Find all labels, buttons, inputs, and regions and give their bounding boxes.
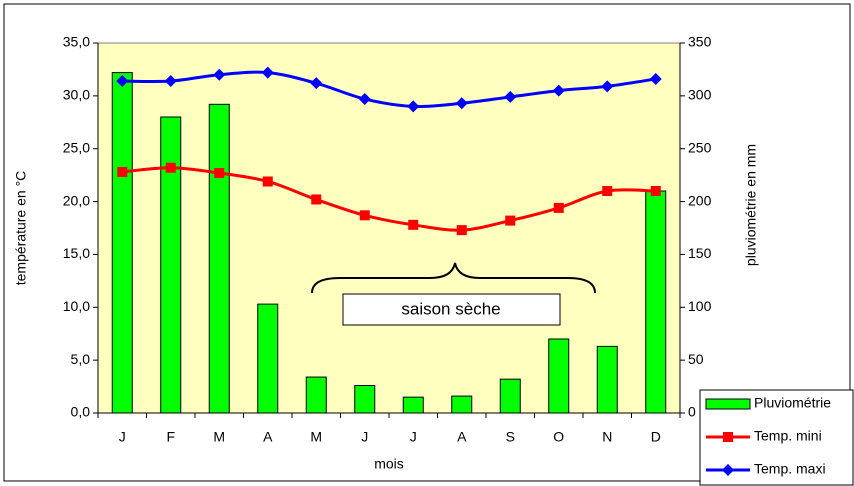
y-tick-label: 5,0 [71,351,91,367]
bar [111,72,133,414]
legend: Pluviométrie Temp. mini Temp. maxi [699,389,854,486]
line-marker [214,168,225,179]
annotation: saison sèche [401,299,500,318]
line-marker [117,166,128,177]
legend-swatch [705,398,751,410]
line-marker [504,90,517,103]
x-tick-label: J [361,429,368,445]
legend-label: Temp. maxi [754,461,826,477]
y2-tick-label: 150 [688,245,712,261]
line-marker [552,84,565,97]
y2-tick-label: 200 [688,192,712,208]
annotation-box [342,293,561,326]
line-marker [649,72,662,85]
line-marker [164,75,177,88]
y-axis-label: température en °C [13,171,29,286]
x-tick-label: S [506,429,515,445]
bar [499,378,521,414]
y2-tick-label: 50 [688,351,704,367]
x-tick-label: J [119,429,126,445]
x-tick-label: J [410,429,417,445]
brace [311,262,596,294]
line-marker [116,75,129,88]
bar [208,103,230,414]
x-tick-label: M [310,429,322,445]
line-marker [310,77,323,90]
y-tick-label: 15,0 [63,245,90,261]
x-tick-label: D [651,429,661,445]
y-tick-label: 20,0 [63,192,90,208]
legend-label: Temp. mini [754,428,822,444]
bar [402,396,424,414]
y2-tick-label: 0 [688,404,696,420]
bar [548,338,570,414]
line-marker [262,176,273,187]
line-marker [358,93,371,106]
x-tick-label: O [553,429,564,445]
x-axis-label: mois [374,456,404,472]
y2-tick-label: 250 [688,139,712,155]
line-marker [553,202,564,213]
legend-marker [722,464,734,476]
bar [305,376,327,414]
y-tick-label: 35,0 [63,34,90,50]
plot-area [97,42,681,414]
line-marker [359,210,370,221]
line-marker [601,80,614,93]
y-tick-label: 10,0 [63,298,90,314]
line-marker [650,186,661,196]
line-marker [602,186,613,196]
bar [451,395,473,414]
line-marker [165,162,176,173]
y-tick-label: 25,0 [63,139,90,155]
line-marker [455,97,468,110]
y-tick-label: 30,0 [63,87,90,103]
y-tick-label: 0,0 [71,404,91,420]
bar [257,303,279,414]
bar [645,190,667,414]
y2-tick-label: 350 [688,34,712,50]
line-marker [407,100,420,113]
y2-axis-label: pluviométrie en mm [743,144,759,266]
line-marker [505,215,516,226]
x-tick-label: A [457,429,467,445]
x-tick-label: F [166,429,175,445]
line-marker [311,194,322,205]
line-marker [213,68,226,81]
y2-tick-label: 300 [688,87,712,103]
line-marker [261,66,274,79]
legend-marker [723,432,733,442]
x-tick-label: M [213,429,225,445]
x-tick-label: N [602,429,612,445]
bar [596,345,618,414]
y2-tick-label: 100 [688,298,712,314]
bar [354,385,376,414]
line-marker [408,219,419,230]
legend-label: Pluviométrie [754,395,831,411]
bar [160,116,182,414]
x-tick-label: A [263,429,273,445]
line-marker [456,225,467,236]
